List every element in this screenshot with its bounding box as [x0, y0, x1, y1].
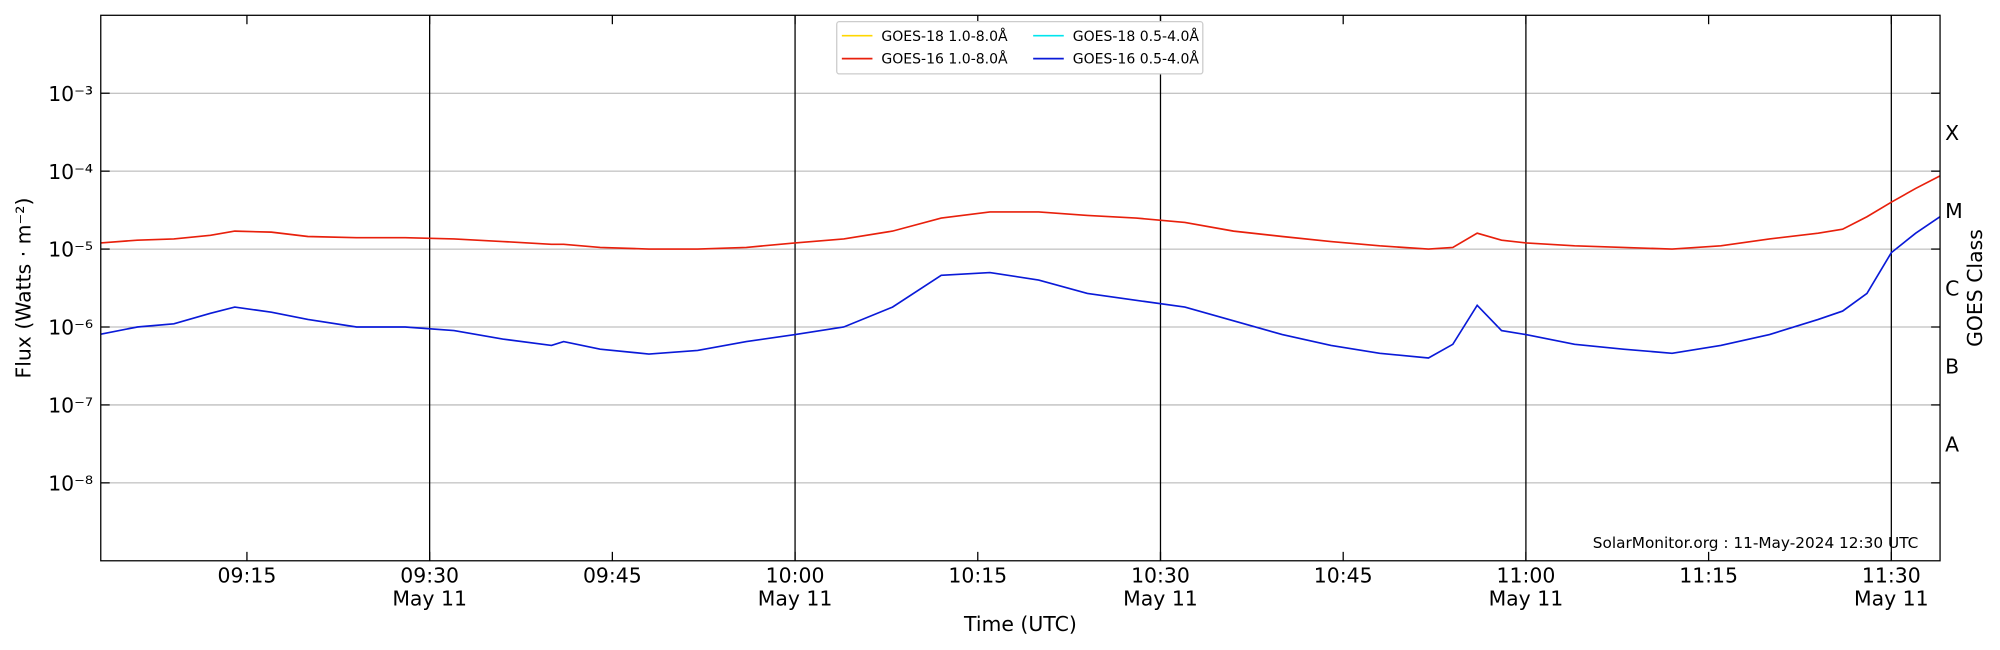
y-tick-label: 10⁻³	[48, 82, 93, 106]
legend-label: GOES-18 0.5-4.0Å	[1073, 28, 1200, 45]
x-tick-label: 10:45	[1314, 563, 1373, 587]
x-axis-label: Time (UTC)	[963, 612, 1077, 636]
x-tick-label: 10:15	[948, 563, 1007, 587]
x-tick-label: 11:30	[1862, 563, 1921, 587]
x-tick-label: 09:45	[583, 563, 642, 587]
y2-tick-label: X	[1945, 121, 1959, 145]
legend-label: GOES-16 0.5-4.0Å	[1073, 51, 1200, 68]
x-tick-date: May 11	[1854, 586, 1929, 610]
x-tick-label: 11:00	[1497, 563, 1556, 587]
y-tick-label: 10⁻⁸	[48, 472, 93, 496]
x-tick-label: 09:15	[218, 563, 277, 587]
x-tick-date: May 11	[1123, 586, 1198, 610]
x-tick-date: May 11	[392, 586, 467, 610]
y-axis-label: Flux (Watts · m⁻²)	[12, 198, 36, 379]
y-tick-label: 10⁻⁶	[48, 316, 93, 340]
legend: GOES-18 1.0-8.0Å GOES-16 1.0-8.0Å GOES-18 …	[836, 21, 1204, 75]
y2-axis-label: GOES Class	[1963, 229, 1987, 347]
series-line	[100, 216, 1941, 359]
y-tick-label: 10⁻⁷	[48, 394, 93, 418]
y2-tick-label: C	[1945, 277, 1959, 301]
plot-frame	[100, 14, 1941, 562]
x-tick-label: 10:00	[766, 563, 825, 587]
y-tick-label: 10⁻⁴	[48, 160, 93, 184]
x-tick-date: May 11	[1489, 586, 1564, 610]
y-tick-label: 10⁻⁵	[48, 238, 93, 262]
legend-label: GOES-16 1.0-8.0Å	[881, 51, 1008, 68]
series-line	[100, 175, 1941, 250]
x-tick-label: 10:30	[1131, 563, 1190, 587]
annotation: SolarMonitor.org : 11-May-2024 12:30 UTC	[1593, 534, 1919, 552]
x-tick-date: May 11	[758, 586, 833, 610]
y2-tick-label: M	[1945, 199, 1963, 223]
legend-label: GOES-18 1.0-8.0Å	[881, 28, 1008, 45]
x-tick-label: 11:15	[1679, 563, 1738, 587]
x-tick-label: 09:30	[400, 563, 459, 587]
y2-tick-label: B	[1945, 355, 1959, 379]
legend-box	[836, 21, 1204, 75]
y2-tick-label: A	[1945, 433, 1959, 457]
